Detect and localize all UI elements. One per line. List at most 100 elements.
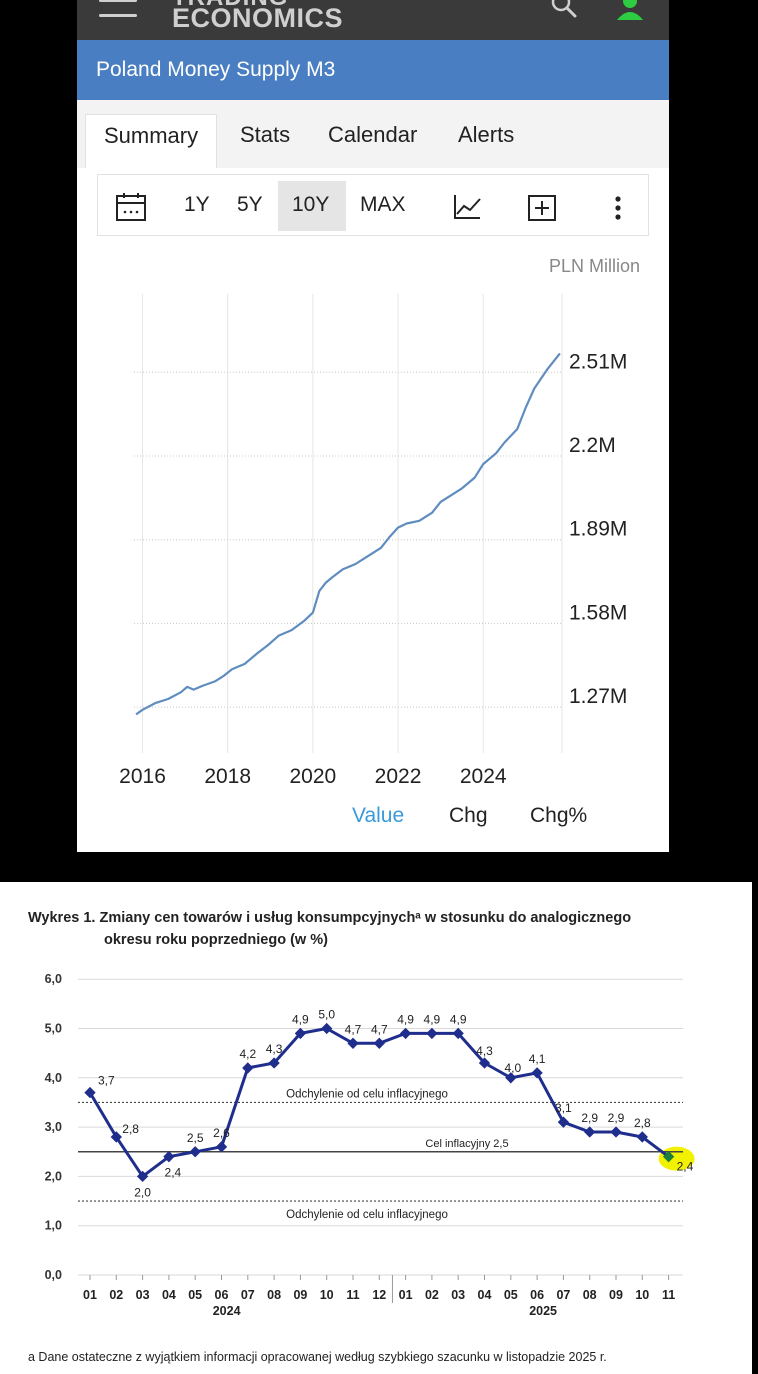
cpi-document: 0,0 1,0 2,0 3,0 4,0 5,0 6,0 Odchylenie od celu … <box>0 882 752 1374</box>
data-point <box>294 1027 307 1040</box>
data-label: 3,7 <box>98 1074 115 1088</box>
x-tick-label: 06 <box>215 1288 229 1302</box>
target-label: Cel inflacyjny 2,5 <box>425 1138 508 1150</box>
data-label: 2,9 <box>608 1111 625 1125</box>
cpi-chart-title: Wykres 1. Zmiany cen towarów i usług kon… <box>28 910 632 926</box>
y-tick-label: 1.58M <box>569 601 627 624</box>
selected-range-highlight <box>278 181 346 231</box>
x-tick-label: 08 <box>267 1288 281 1302</box>
x-tick-label: 07 <box>241 1288 255 1302</box>
tab-summary-label: Summary <box>104 123 199 148</box>
data-point <box>662 1151 675 1163</box>
y-tick-label: 3,0 <box>45 1120 62 1134</box>
x-tick-label: 04 <box>478 1288 492 1302</box>
page-title: Poland Money Supply M3 <box>96 58 336 81</box>
x-tick-label: 2016 <box>119 765 166 788</box>
data-point <box>399 1027 412 1040</box>
legend-chg-pct-button[interactable]: Chg% <box>530 804 588 827</box>
more-options-icon[interactable] <box>614 195 622 221</box>
x-tick-label: 11 <box>662 1288 675 1302</box>
data-point <box>426 1027 438 1040</box>
x-tick-label: 07 <box>556 1288 570 1302</box>
data-point <box>321 1022 333 1035</box>
x-tick-label: 01 <box>83 1288 97 1302</box>
hamburger-menu-icon[interactable] <box>99 0 137 20</box>
legend-value-button[interactable]: Value <box>352 804 405 827</box>
x-tick-label: 03 <box>451 1288 465 1302</box>
x-tick-label: 08 <box>583 1288 597 1302</box>
x-tick-label: 2024 <box>460 765 507 788</box>
chart-type-icon[interactable] <box>452 193 482 221</box>
year-label: 2024 <box>213 1304 241 1318</box>
x-tick-label: 2022 <box>375 765 422 788</box>
data-point <box>636 1131 648 1143</box>
x-tick-label: 02 <box>425 1288 439 1302</box>
data-point <box>557 1116 570 1128</box>
add-indicator-icon[interactable] <box>528 195 556 221</box>
data-point <box>215 1141 228 1153</box>
x-tick-label: 2018 <box>204 765 251 788</box>
x-tick-label: 06 <box>530 1288 544 1302</box>
x-tick-label: 03 <box>136 1288 150 1302</box>
range-5y-button[interactable]: 5Y <box>237 193 263 216</box>
tab-stats[interactable]: Stats <box>240 122 291 147</box>
x-tick-label: 02 <box>109 1288 123 1302</box>
cpi-chart: 0,0 1,0 2,0 3,0 4,0 5,0 6,0 Odchylenie od celu … <box>45 972 695 1318</box>
chart-panel: 1Y 5Y 10Y MAX PLN Million 2016 2018 2020 202… <box>77 168 669 852</box>
data-point <box>584 1126 596 1138</box>
data-label: 2,8 <box>634 1116 651 1130</box>
unit-label: PLN Million <box>549 256 640 276</box>
data-label: 2,4 <box>677 1160 694 1174</box>
x-tick-label: 09 <box>609 1288 623 1302</box>
y-tick-label: 4,0 <box>45 1071 62 1085</box>
data-label: 4,9 <box>450 1012 467 1026</box>
data-label: 4,2 <box>239 1047 256 1061</box>
range-max-button[interactable]: MAX <box>360 193 406 216</box>
data-point <box>452 1027 464 1040</box>
y-tick-label: 1.89M <box>569 518 627 541</box>
x-tick-label: 12 <box>372 1288 386 1302</box>
data-label: 4,3 <box>266 1042 283 1056</box>
x-tick-label: 2020 <box>290 765 337 788</box>
tab-alerts[interactable]: Alerts <box>458 122 515 147</box>
x-tick-label: 01 <box>399 1288 413 1302</box>
x-tick-label: 10 <box>320 1288 334 1302</box>
data-label: 4,0 <box>504 1061 521 1075</box>
x-tick-label: 09 <box>293 1288 307 1302</box>
search-icon[interactable] <box>550 0 578 22</box>
data-label: 4,7 <box>345 1022 362 1036</box>
app-header: TRADING ECONOMICS <box>77 0 669 40</box>
title-bar: Poland Money Supply M3 <box>77 40 669 100</box>
calendar-icon[interactable] <box>116 193 146 221</box>
data-point <box>242 1062 254 1074</box>
data-point <box>610 1126 622 1138</box>
x-tick-label: 04 <box>162 1288 176 1302</box>
y-tick-label: 2.51M <box>569 350 627 373</box>
logo-text-top: TRADING <box>172 0 288 12</box>
data-point <box>163 1151 175 1163</box>
cpi-footnote: a Dane ostateczne z wyjątkiem informacji… <box>28 1350 607 1364</box>
tab-summary[interactable]: Summary <box>85 114 217 169</box>
y-tick-label: 2.2M <box>569 434 616 457</box>
tab-calendar[interactable]: Calendar <box>328 122 418 147</box>
x-tick-label: 10 <box>635 1288 649 1302</box>
x-tick-label: 05 <box>504 1288 518 1302</box>
user-account-icon[interactable] <box>615 0 645 22</box>
y-tick-label: 6,0 <box>45 972 62 986</box>
cpi-chart-subtitle: okresu roku poprzedniego (w %) <box>104 932 328 948</box>
data-label: 3,1 <box>555 1101 572 1115</box>
data-point <box>347 1037 359 1049</box>
range-1y-button[interactable]: 1Y <box>184 193 210 216</box>
data-label: 2,6 <box>213 1126 230 1140</box>
data-label: 4,3 <box>476 1044 493 1058</box>
data-point <box>189 1146 201 1158</box>
year-label: 2025 <box>529 1304 557 1318</box>
data-point <box>531 1067 543 1079</box>
y-tick-label: 1,0 <box>45 1219 62 1233</box>
logo-text[interactable]: ECONOMICS <box>172 3 344 33</box>
legend-chg-button[interactable]: Chg <box>449 804 488 827</box>
range-10y-button[interactable]: 10Y <box>292 193 330 216</box>
x-tick-label: 05 <box>188 1288 202 1302</box>
data-label: 2,0 <box>134 1185 151 1199</box>
data-label: 2,4 <box>165 1166 182 1180</box>
